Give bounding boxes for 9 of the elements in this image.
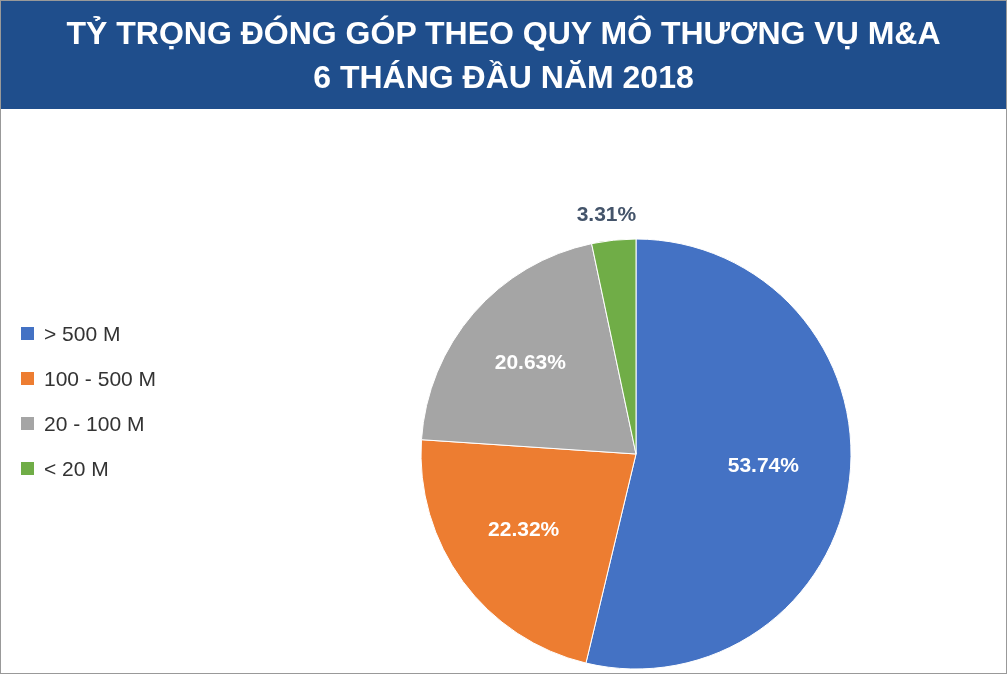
data-label: 53.74% (727, 453, 800, 477)
chart-title: TỶ TRỌNG ĐÓNG GÓP THEO QUY MÔ THƯƠNG VỤ M&A 6 THÁNG ĐẦU NĂM 2018 (1, 1, 1006, 109)
legend-label: > 500 M (44, 321, 121, 346)
data-label: 20.63% (494, 350, 567, 374)
legend-label: < 20 M (44, 456, 109, 481)
legend-label: 20 - 100 M (44, 411, 145, 436)
data-label: 3.31% (576, 201, 637, 225)
legend-label: 100 - 500 M (44, 366, 157, 391)
data-label: 22.32% (488, 516, 560, 540)
